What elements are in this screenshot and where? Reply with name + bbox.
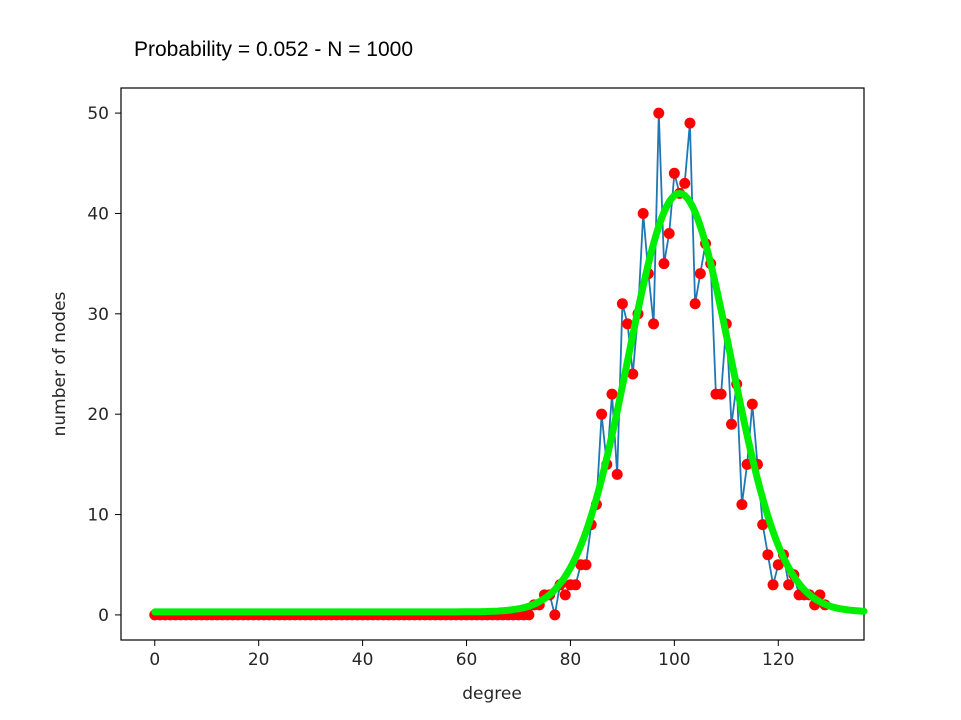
y-tick-label: 0 [98,606,109,626]
observed-data-point [757,519,769,531]
chart-title: Probability = 0.052 - N = 1000 [134,38,414,61]
x-tick-label: 20 [248,650,270,670]
fit-curve-line [151,189,868,616]
y-tick-label: 20 [87,405,109,425]
data-layer [149,107,868,621]
x-tick-label: 0 [149,650,160,670]
y-axis-label: number of nodes [50,291,70,436]
observed-data-point [570,579,582,591]
observed-data-point [783,579,795,591]
observed-data-point [694,268,706,280]
plot-area-frame [120,87,865,641]
observed-data-point [627,368,639,380]
observed-data-point [689,298,701,310]
observed-data-point [606,388,618,400]
observed-data-point [715,388,727,400]
observed-data-point [596,408,608,420]
observed-data-point [653,107,665,119]
y-tick-label: 10 [87,506,109,526]
observed-data-point [726,418,738,430]
x-axis: 0 20 40 60 80 100 120 [149,640,794,670]
observed-data-point [559,589,571,601]
x-tick-label: 80 [560,650,582,670]
observed-series-line [154,113,826,616]
observed-data-point [684,117,696,129]
x-tick-label: 120 [762,650,794,670]
x-axis-label: degree [462,684,522,704]
observed-data-point [658,258,670,270]
observed-data-point [611,468,623,480]
observed-data-point [746,398,758,410]
observed-data-point [772,559,784,571]
x-tick-label: 40 [352,650,374,670]
observed-data-point [679,177,691,189]
observed-data-point [616,298,628,310]
y-tick-label: 50 [87,104,109,124]
y-tick-label: 40 [87,204,109,224]
observed-data-point [580,559,592,571]
observed-data-point [736,499,748,511]
observed-data-point [767,579,779,591]
observed-data-point [762,549,774,561]
observed-data-point [622,318,634,330]
observed-data-point [648,318,660,330]
observed-data-point [668,167,680,179]
y-axis: 0 10 20 30 40 50 [87,104,121,626]
x-tick-label: 60 [456,650,478,670]
observed-data-point [637,207,649,219]
x-tick-label: 100 [658,650,690,670]
observed-data-point [663,228,675,240]
observed-data-point [523,609,535,621]
observed-data-point [549,609,561,621]
y-tick-label: 30 [87,305,109,325]
